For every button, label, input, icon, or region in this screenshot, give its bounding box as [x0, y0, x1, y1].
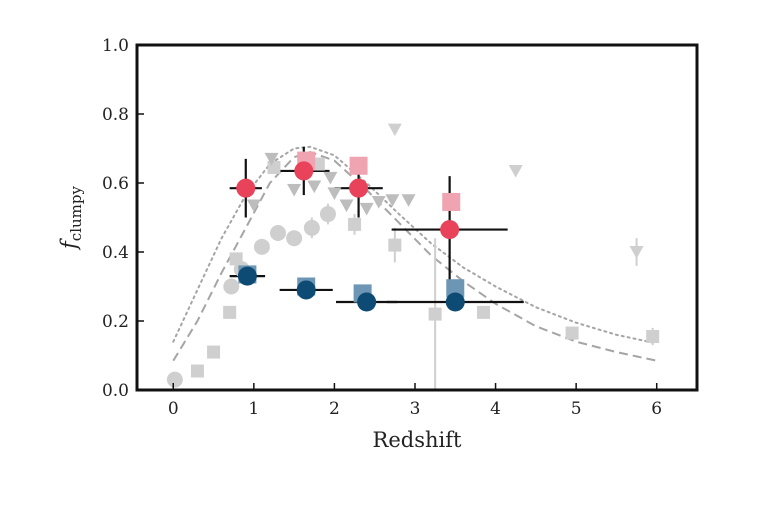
- y-axis-title: fclumpy: [57, 186, 85, 251]
- triangle-marker: [246, 199, 261, 213]
- circle-marker: [223, 278, 240, 295]
- circle-marker: [237, 266, 257, 286]
- square-marker: [428, 307, 442, 321]
- x-tick-label: 3: [410, 399, 421, 419]
- circle-marker: [253, 238, 270, 255]
- square-marker: [190, 364, 204, 378]
- square-marker: [349, 156, 368, 175]
- square-marker: [446, 279, 465, 298]
- square-marker: [565, 326, 579, 340]
- square-marker: [267, 160, 281, 174]
- y-axis-title-main: f: [57, 238, 81, 251]
- circle-marker: [319, 206, 336, 223]
- circle-marker: [445, 292, 465, 312]
- triangle-marker: [323, 171, 338, 185]
- circle-marker: [296, 280, 316, 300]
- triangle-marker: [359, 202, 374, 216]
- x-tick-label: 6: [651, 399, 662, 419]
- x-axis-title: Redshift: [373, 428, 462, 452]
- y-tick-label: 0.6: [102, 174, 129, 194]
- y-tick-label: 0.8: [102, 105, 129, 125]
- triangle-marker: [264, 152, 279, 166]
- triangle-marker: [385, 194, 400, 207]
- triangle-marker: [287, 183, 302, 197]
- circle-marker: [349, 178, 369, 198]
- error-bars: [229, 146, 654, 390]
- triangle-marker: [629, 246, 644, 259]
- circle-marker: [294, 161, 314, 181]
- model-curve-dotted: [172, 145, 658, 345]
- x-tick-label: 5: [571, 399, 582, 419]
- circle-marker: [236, 178, 256, 198]
- y-tick-label: 0.4: [102, 243, 129, 263]
- triangle-marker: [339, 199, 354, 213]
- y-tick-label: 0.0: [102, 381, 129, 401]
- y-axis-title-sub: clumpy: [67, 186, 85, 242]
- y-tick-label: 1.0: [102, 36, 129, 56]
- x-tick-label: 1: [248, 399, 259, 419]
- square-marker: [646, 330, 660, 344]
- circle-marker: [303, 219, 320, 236]
- square-marker: [442, 192, 461, 211]
- square-marker: [207, 345, 221, 359]
- axes: 0 1 2 3 4 5 6 0.0 0.2 0.4 0.6 0.8 1.0: [102, 36, 699, 419]
- square-marker: [388, 238, 402, 252]
- triangle-marker: [307, 180, 322, 194]
- x-tick-label: 2: [329, 399, 340, 419]
- triangle-marker: [371, 196, 386, 209]
- circle-marker: [440, 220, 460, 240]
- circle-marker: [357, 292, 377, 312]
- circle-marker: [286, 230, 303, 247]
- data-points: [166, 123, 660, 388]
- x-tick-label: 4: [490, 399, 501, 419]
- square-marker: [476, 305, 490, 319]
- circle-marker: [166, 371, 183, 388]
- square-marker: [348, 217, 362, 231]
- plot-frame: [135, 43, 699, 392]
- y-tick-label: 0.2: [102, 312, 129, 332]
- square-marker: [223, 305, 237, 319]
- triangle-marker: [387, 123, 402, 137]
- circle-marker: [270, 225, 287, 242]
- x-tick-label: 0: [168, 399, 179, 419]
- triangle-marker: [401, 194, 416, 207]
- triangle-marker: [508, 164, 523, 178]
- triangle-marker: [327, 187, 342, 200]
